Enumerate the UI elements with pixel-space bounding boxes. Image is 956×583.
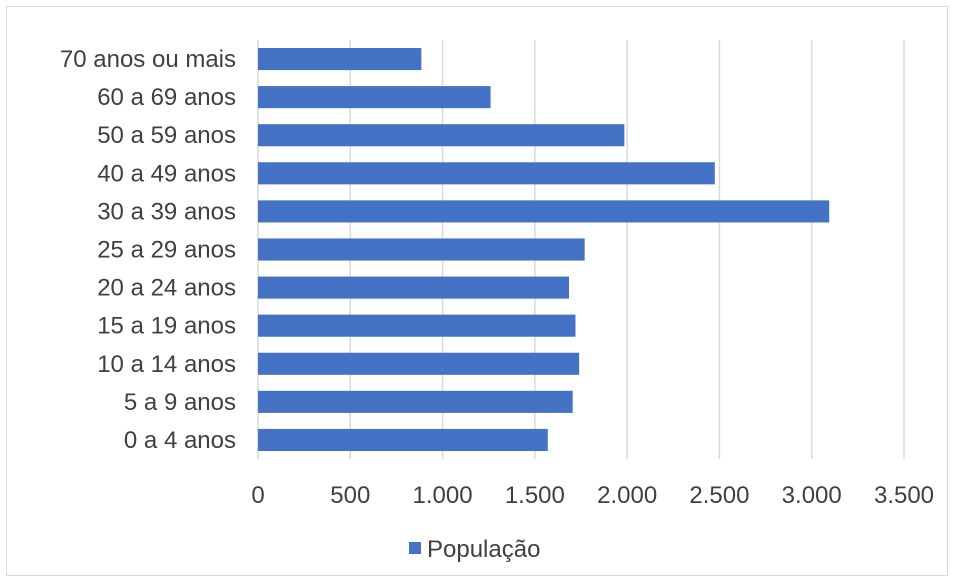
bar-9	[258, 86, 491, 109]
legend-swatch	[409, 542, 421, 554]
bar-5	[258, 238, 585, 261]
category-label-7: 40 a 49 anos	[97, 160, 236, 187]
category-label-3: 15 a 19 anos	[97, 313, 236, 340]
x-tick-label-1: 500	[330, 482, 370, 509]
x-tick-label-0: 0	[251, 482, 264, 509]
x-tick-label-2: 1.000	[413, 482, 473, 509]
category-label-10: 70 anos ou mais	[60, 46, 236, 73]
x-tick-label-6: 3.000	[782, 482, 842, 509]
category-label-6: 30 a 39 anos	[97, 198, 236, 225]
bar-6	[258, 200, 830, 223]
category-label-4: 20 a 24 anos	[97, 275, 236, 302]
bar-1	[258, 390, 573, 413]
category-labels: 0 a 4 anos 5 a 9 anos 10 a 14 anos 15 a 19 …	[60, 46, 236, 454]
category-label-2: 10 a 14 anos	[97, 351, 236, 378]
category-label-8: 50 a 59 anos	[97, 122, 236, 149]
bar-10	[258, 47, 422, 71]
bar-7	[258, 162, 715, 185]
bar-3	[258, 314, 576, 337]
category-label-9: 60 a 69 anos	[97, 84, 236, 111]
legend-label: População	[427, 536, 540, 563]
category-label-5: 25 a 29 anos	[97, 237, 236, 264]
bars	[258, 47, 830, 452]
bar-2	[258, 352, 580, 375]
x-tick-label-4: 2.000	[597, 482, 657, 509]
bar-0	[258, 428, 548, 452]
x-tick-labels: 0 500 1.000 1.500 2.000 2.500 3.000 3.500	[251, 482, 934, 509]
x-tick-label-5: 2.500	[689, 482, 749, 509]
gridlines	[257, 40, 905, 459]
category-label-1: 5 a 9 anos	[124, 389, 236, 416]
legend: População	[409, 536, 540, 563]
bar-4	[258, 276, 570, 299]
bar-8	[258, 124, 625, 147]
x-tick-label-3: 1.500	[505, 482, 565, 509]
x-tick-label-7: 3.500	[874, 482, 934, 509]
category-label-0: 0 a 4 anos	[124, 427, 236, 454]
